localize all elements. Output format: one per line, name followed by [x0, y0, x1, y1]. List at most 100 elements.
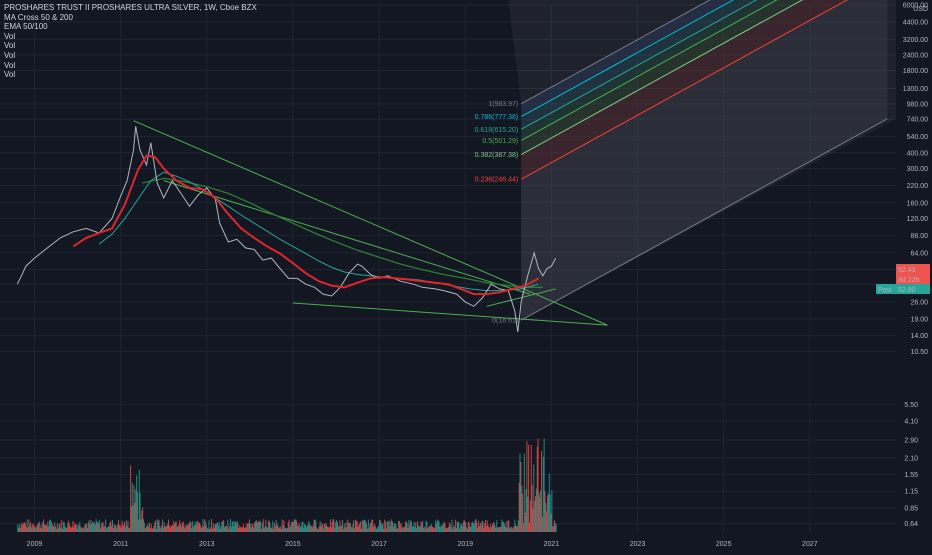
price-tick-label: 64.00	[910, 250, 928, 257]
volume-bar	[461, 526, 463, 532]
volume-bar	[224, 526, 226, 532]
volume-bar	[294, 519, 296, 532]
volume-bar	[534, 500, 536, 532]
indicator-ma-cross[interactable]: MA Cross 50 & 200	[4, 12, 73, 22]
volume-bar	[416, 521, 418, 532]
time-tick-label: 2013	[199, 541, 215, 548]
indicator-ema[interactable]: EMA 50/100	[4, 22, 48, 32]
volume-bar	[543, 438, 545, 532]
volume-bar	[132, 505, 134, 532]
volume-bar	[549, 494, 551, 532]
volume-bar	[133, 485, 135, 532]
volume-bar	[497, 527, 499, 532]
indicator-vol-2[interactable]: Vol	[4, 41, 16, 51]
indicator-vol-4[interactable]: Vol	[4, 60, 16, 70]
volume-bar	[410, 521, 412, 532]
volume-bar	[351, 527, 353, 532]
price-tick-label: 26.00	[910, 299, 928, 306]
volume-bar	[368, 528, 370, 532]
volume-bar	[491, 524, 493, 532]
volume-bar	[510, 526, 512, 532]
volume-bar	[247, 523, 249, 532]
volume-bar	[174, 523, 176, 532]
volume-bar	[495, 528, 497, 532]
volume-bar	[511, 528, 513, 532]
volume-bar	[270, 528, 272, 532]
volume-bar	[381, 524, 383, 532]
volume-bar	[246, 523, 248, 532]
volume-bar	[242, 527, 244, 532]
volume-bar	[333, 519, 335, 532]
volume-bar	[409, 524, 411, 532]
price-axis[interactable]: 6000.00 4400.00 3200.00 2400.00 1800.00 1300.…	[903, 3, 928, 529]
volume-bar	[144, 528, 146, 532]
volume-bar	[455, 527, 457, 532]
volume-bar	[199, 524, 201, 532]
volume-bar	[59, 523, 61, 532]
volume-bar	[41, 528, 43, 532]
volume-bar	[350, 526, 352, 532]
volume-bar	[453, 525, 455, 532]
volume-bar	[28, 519, 30, 532]
fib-level-line	[520, 118, 888, 321]
volume-bar	[261, 522, 263, 532]
volume-bar	[425, 520, 427, 532]
price-tick-label: 220.00	[907, 183, 929, 190]
volume-bar	[498, 526, 500, 532]
volume-bar	[423, 526, 425, 532]
volume-bar	[523, 453, 525, 532]
indicator-vol-3[interactable]: Vol	[4, 50, 16, 60]
volume-bar	[321, 522, 323, 532]
volume-bar	[375, 528, 377, 532]
indicator-vol-5[interactable]: Vol	[4, 70, 16, 80]
volume-bar	[131, 482, 133, 532]
volume-bar	[304, 524, 306, 532]
volume-bar	[272, 520, 274, 532]
volume-bar	[387, 522, 389, 532]
indicator-vol-1[interactable]: Vol	[4, 31, 16, 41]
volume-bar	[211, 519, 213, 532]
volume-bar	[151, 528, 153, 532]
volume-bar	[202, 519, 204, 532]
volume-bar	[258, 521, 260, 532]
volume-bar	[274, 525, 276, 532]
volume-bar	[205, 525, 207, 532]
volume-bar	[366, 523, 368, 532]
price-tick-label: 10.50	[910, 349, 928, 356]
volume-bar	[418, 526, 420, 532]
volume-bar	[542, 456, 544, 532]
volume-bar	[469, 526, 471, 532]
volume-bar	[324, 523, 326, 532]
volume-bar	[169, 527, 171, 532]
symbol-title[interactable]: PROSHARES TRUST II PROSHARES ULTRA SILVE…	[4, 3, 257, 12]
volume-bar	[119, 525, 121, 532]
price-tick-label: 1300.00	[903, 86, 928, 93]
volume-bar	[254, 522, 256, 532]
volume-bar	[175, 521, 177, 532]
time-axis[interactable]: 2009 2011 2013 2015 2017 2019 2021 2023 2025 2027	[27, 541, 818, 548]
trend-line	[163, 180, 530, 295]
volume-tick-label: 1.55	[904, 472, 918, 479]
volume-bar	[161, 525, 163, 532]
volume-bar	[196, 521, 198, 532]
volume-bar	[403, 527, 405, 532]
volume-bar	[390, 521, 392, 532]
volume-bar	[107, 526, 109, 532]
volume-bar	[311, 526, 313, 532]
volume-bar	[49, 520, 51, 532]
volume-bar	[212, 523, 214, 532]
volume-bar	[471, 522, 473, 532]
volume-bar	[510, 528, 512, 532]
volume-bar	[411, 526, 413, 532]
volume-bar	[42, 522, 44, 532]
volume-bar	[136, 492, 138, 532]
volume-bar	[505, 521, 507, 532]
volume-bar	[80, 528, 82, 532]
volume-bar	[48, 526, 50, 532]
volume-bar	[305, 527, 307, 532]
volume-bar	[242, 524, 244, 532]
volume-bar	[44, 524, 46, 532]
volume-bar	[137, 519, 139, 532]
